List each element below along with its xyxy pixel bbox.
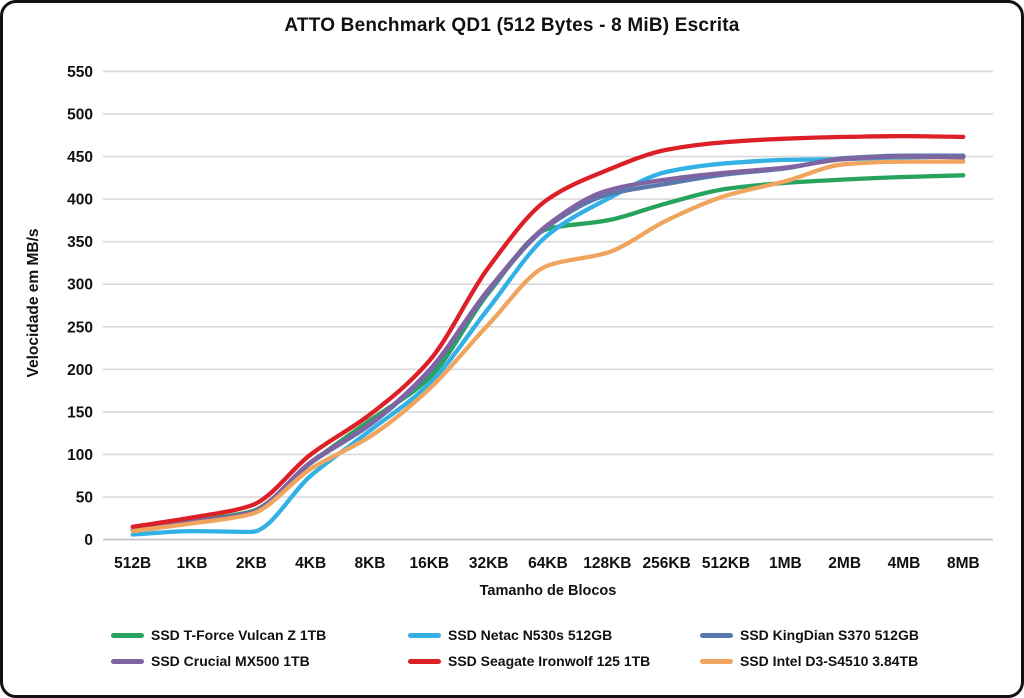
y-tick-label: 350 (67, 234, 93, 251)
series-line-2 (130, 154, 966, 537)
legend-item-5: SSD Seagate Ironwolf 125 1TB (408, 653, 700, 669)
legend-item-4: SSD Crucial MX500 1TB (111, 653, 408, 669)
x-tick-label: 512B (114, 555, 151, 572)
x-tick-label: 128KB (583, 555, 631, 572)
x-tick-label: 8MB (947, 555, 980, 572)
y-tick-label: 300 (67, 277, 93, 294)
x-tick-label: 4MB (888, 555, 921, 572)
x-tick-label: 16KB (410, 555, 450, 572)
legend-line-marker (111, 632, 144, 638)
x-tick-label: 8KB (354, 555, 385, 572)
legend-item-3: SSD KingDian S370 512GB (700, 627, 977, 643)
x-axis-title: Tamanho de Blocos (479, 583, 617, 599)
legend-item-1: SSD T-Force Vulcan Z 1TB (111, 627, 408, 643)
legend-label: SSD KingDian S370 512GB (740, 627, 919, 643)
legend-label: SSD Seagate Ironwolf 125 1TB (448, 653, 651, 669)
x-tick-label: 32KB (469, 555, 509, 572)
y-tick-label: 250 (67, 319, 93, 336)
chart-title: ATTO Benchmark QD1 (512 Bytes - 8 MiB) E… (284, 15, 740, 36)
legend-line-marker (700, 658, 733, 664)
legend-label: SSD Netac N530s 512GB (448, 627, 613, 643)
series-line-3 (130, 153, 966, 533)
y-tick-label: 50 (76, 490, 93, 507)
legend-item-6: SSD Intel D3-S4510 3.84TB (700, 653, 977, 669)
legend-item-2: SSD Netac N530s 512GB (408, 627, 700, 643)
x-tick-label: 4KB (295, 555, 326, 572)
legend-line-marker (700, 632, 733, 638)
x-tick-label: 1MB (769, 555, 802, 572)
legend-label: SSD Intel D3-S4510 3.84TB (740, 653, 919, 669)
x-tick-label: 2KB (236, 555, 267, 572)
legend-label: SSD Crucial MX500 1TB (151, 653, 310, 669)
x-tick-label: 1KB (176, 555, 207, 572)
x-tick-label: 2MB (828, 555, 861, 572)
series-line-6 (130, 159, 966, 534)
series-line-5 (130, 133, 966, 529)
x-tick-label: 64KB (528, 555, 568, 572)
y-tick-label: 500 (67, 106, 93, 123)
chart-legend: SSD T-Force Vulcan Z 1TB SSD Netac N530s … (111, 627, 977, 669)
y-tick-label: 0 (84, 532, 93, 549)
legend-label: SSD T-Force Vulcan Z 1TB (151, 627, 327, 643)
y-tick-label: 400 (67, 192, 93, 209)
x-tick-label: 512KB (702, 555, 750, 572)
series-line-4 (130, 154, 966, 533)
y-tick-label: 550 (67, 64, 93, 81)
y-tick-label: 150 (67, 404, 93, 421)
legend-line-marker (408, 632, 441, 638)
y-tick-label: 200 (67, 362, 93, 379)
legend-line-marker (408, 658, 441, 664)
y-tick-label: 450 (67, 149, 93, 166)
x-tick-label: 256KB (643, 555, 691, 572)
y-tick-label: 100 (67, 447, 93, 464)
line-chart-plot-area: 0 50 100 150 200 250 300 350 400 450 500 550 512B 1KB… (67, 64, 993, 572)
legend-line-marker (111, 658, 144, 664)
